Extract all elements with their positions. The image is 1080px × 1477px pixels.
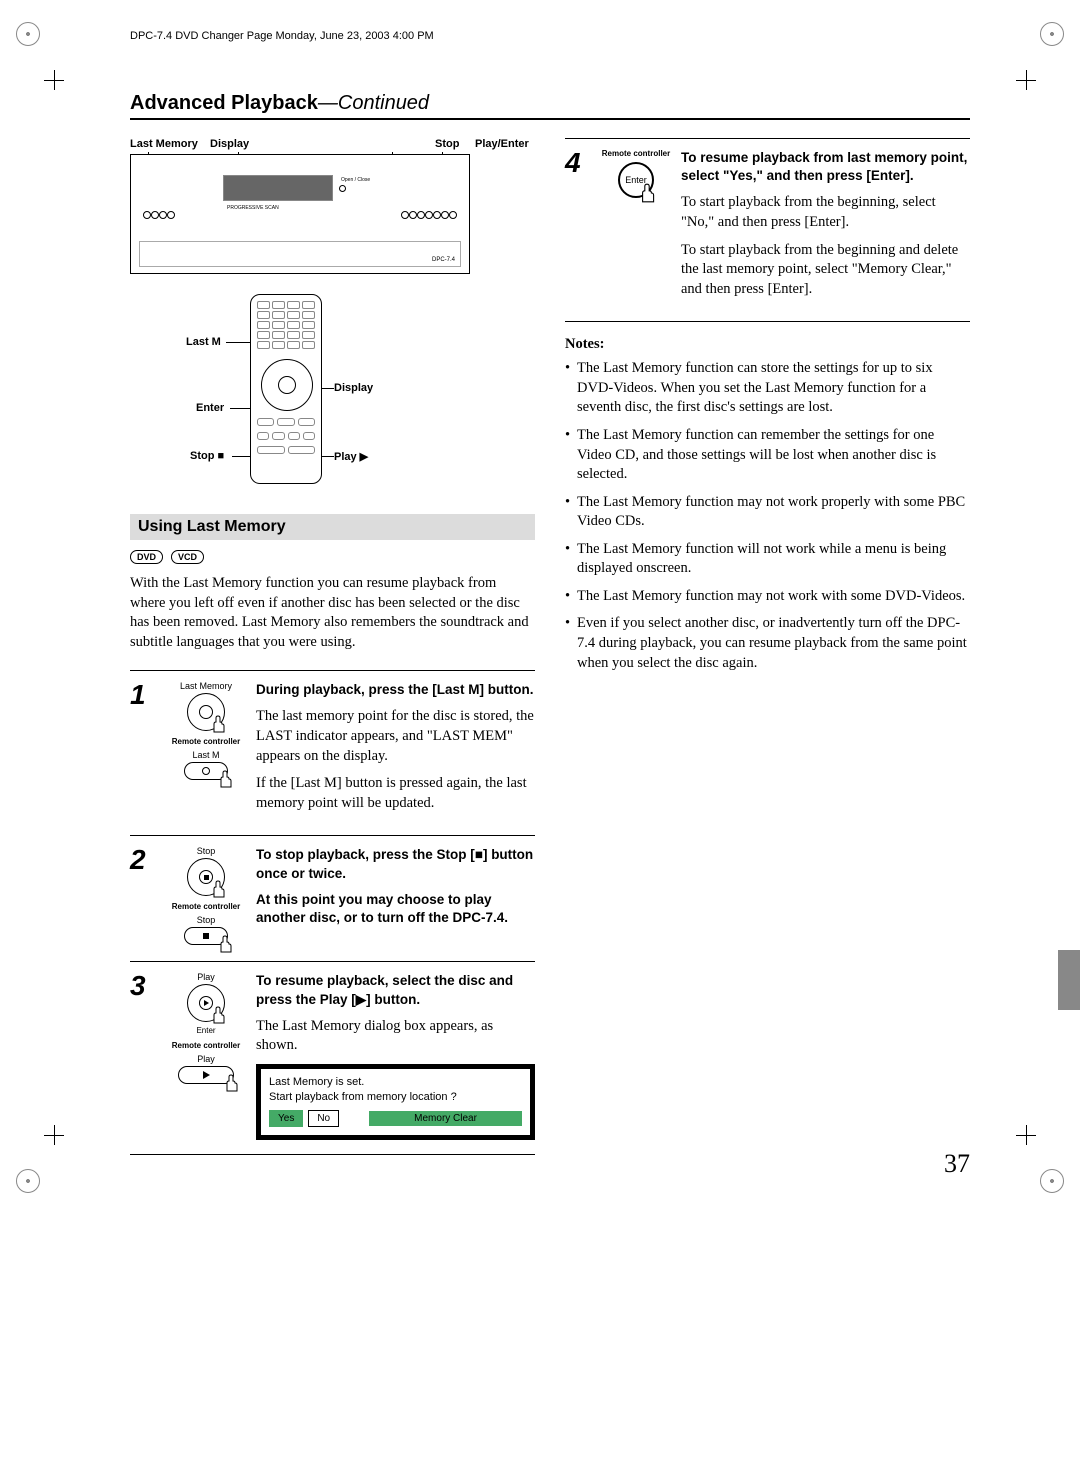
step-2-title2: At this point you may choose to play ano…: [256, 891, 535, 927]
device-model-label: DPC-7.4: [432, 257, 455, 263]
step-4-number: 4: [565, 149, 591, 307]
step-1-text: During playback, press the [Last M] butt…: [256, 681, 535, 821]
section-title: Advanced Playback—Continued: [130, 92, 970, 120]
remote-body: [250, 294, 322, 484]
step-4-title: To resume playback from last memory poin…: [681, 149, 970, 185]
intro-paragraph: With the Last Memory function you can re…: [130, 574, 535, 652]
step-3-enter-label: Enter: [166, 1026, 246, 1035]
remote-diagram: Last M Enter Stop ■ Display Play ▶: [130, 294, 535, 494]
hand-icon: [636, 182, 658, 204]
dialog-opt-no: No: [308, 1110, 339, 1128]
badge-vcd: VCD: [171, 550, 204, 564]
remote-label-enter: Enter: [196, 402, 224, 414]
page-number: 37: [944, 1149, 970, 1179]
device-screen: [223, 175, 333, 201]
step-3-number: 3: [130, 972, 156, 1140]
device-label-display: Display: [210, 138, 270, 150]
badge-dvd: DVD: [130, 550, 163, 564]
device-button-row: [143, 211, 457, 219]
dialog-line2: Start playback from memory location ?: [269, 1090, 522, 1105]
note-item: Even if you select another disc, or inad…: [565, 614, 970, 673]
stop-oval-button-icon: [184, 927, 228, 945]
device-label-row: Last Memory Display Stop Play/Enter: [130, 138, 535, 150]
device-diagram: PROGRESSIVE SCAN Open / Close DPC-7.4: [130, 154, 470, 274]
dialog-line1: Last Memory is set.: [269, 1075, 522, 1090]
step-3-rc-label: Remote controller: [166, 1041, 246, 1050]
step-4: 4 Remote controller Enter To resume play…: [565, 138, 970, 322]
hand-icon: [208, 1005, 228, 1025]
note-item: The Last Memory function will not work w…: [565, 540, 970, 579]
hand-icon: [215, 769, 235, 789]
step-2-icon-bot-label: Stop: [166, 915, 246, 925]
notes-section: Notes: The Last Memory function can stor…: [565, 336, 970, 673]
lastmemory-button-icon: [187, 693, 225, 731]
step-3-text: To resume playback, select the disc and …: [256, 972, 535, 1140]
note-item: The Last Memory function can remember th…: [565, 426, 970, 485]
remote-label-play: Play ▶: [334, 450, 368, 463]
last-memory-dialog: Last Memory is set. Start playback from …: [256, 1064, 535, 1140]
step-2-title1: To stop playback, press the Stop [■] but…: [256, 846, 535, 882]
step-1-icon-top-label: Last Memory: [166, 681, 246, 691]
step-3-title: To resume playback, select the disc and …: [256, 972, 535, 1008]
hand-icon: [215, 934, 235, 954]
device-tray: [139, 241, 461, 267]
device-label-stop: Stop: [435, 138, 475, 150]
enter-button-icon: Enter: [618, 162, 654, 198]
remote-label-display: Display: [334, 382, 373, 394]
notes-heading: Notes:: [565, 336, 970, 353]
device-open-button: [339, 185, 346, 192]
dialog-opt-yes: Yes: [269, 1110, 303, 1128]
section-title-continued: —Continued: [318, 92, 429, 114]
lastm-oval-button-icon: [184, 762, 228, 780]
step-2: 2 Stop Remote controller Stop: [130, 835, 535, 961]
remote-label-stop: Stop ■: [190, 450, 224, 462]
step-3: 3 Play Enter Remote controller Play: [130, 961, 535, 1155]
note-item: The Last Memory function may not work pr…: [565, 493, 970, 532]
step-2-number: 2: [130, 846, 156, 947]
hand-icon: [221, 1073, 241, 1093]
hand-icon: [208, 879, 228, 899]
step-2-rc-label: Remote controller: [166, 902, 246, 911]
step-4-p1: To start playback from the beginning, se…: [681, 193, 970, 232]
stop-button-icon: [187, 858, 225, 896]
disc-badges: DVD VCD: [130, 550, 535, 564]
step-1-p2: If the [Last M] button is pressed again,…: [256, 774, 535, 813]
step-1: 1 Last Memory Remote controller Last M: [130, 670, 535, 835]
step-4-rc-label: Remote controller: [601, 149, 671, 158]
step-3-icon-bot-label: Play: [166, 1054, 246, 1064]
step-2-text: To stop playback, press the Stop [■] but…: [256, 846, 535, 947]
step-2-icon-top-label: Stop: [166, 846, 246, 856]
remote-nav-pad: [261, 359, 313, 411]
device-open-label: Open / Close: [341, 177, 370, 183]
play-button-icon: [187, 984, 225, 1022]
play-oval-button-icon: [178, 1066, 234, 1084]
section-title-main: Advanced Playback: [130, 92, 318, 114]
step-3-p1: The Last Memory dialog box appears, as s…: [256, 1017, 535, 1056]
step-2-icons: Stop Remote controller Stop: [166, 846, 246, 947]
note-item: The Last Memory function may not work wi…: [565, 587, 970, 607]
step-3-icons: Play Enter Remote controller Play: [166, 972, 246, 1140]
remote-label-lastm: Last M: [186, 336, 221, 348]
dialog-opt-clear: Memory Clear: [369, 1111, 522, 1127]
device-label-play-enter: Play/Enter: [475, 138, 535, 150]
subsection-heading: Using Last Memory: [130, 514, 535, 540]
step-4-icons: Remote controller Enter: [601, 149, 671, 307]
step-1-icons: Last Memory Remote controller Last M: [166, 681, 246, 821]
hand-icon: [208, 714, 228, 734]
step-4-text: To resume playback from last memory poin…: [681, 149, 970, 307]
note-item: The Last Memory function can store the s…: [565, 359, 970, 418]
step-4-p2: To start playback from the beginning and…: [681, 241, 970, 300]
step-1-number: 1: [130, 681, 156, 821]
step-1-title: During playback, press the [Last M] butt…: [256, 681, 535, 699]
device-label-last-memory: Last Memory: [130, 138, 210, 150]
step-1-rc-label: Remote controller: [166, 737, 246, 746]
step-1-icon-bot-label: Last M: [166, 750, 246, 760]
running-header: DPC-7.4 DVD Changer Page Monday, June 23…: [130, 30, 970, 42]
step-3-icon-top-label: Play: [166, 972, 246, 982]
step-1-p1: The last memory point for the disc is st…: [256, 707, 535, 766]
